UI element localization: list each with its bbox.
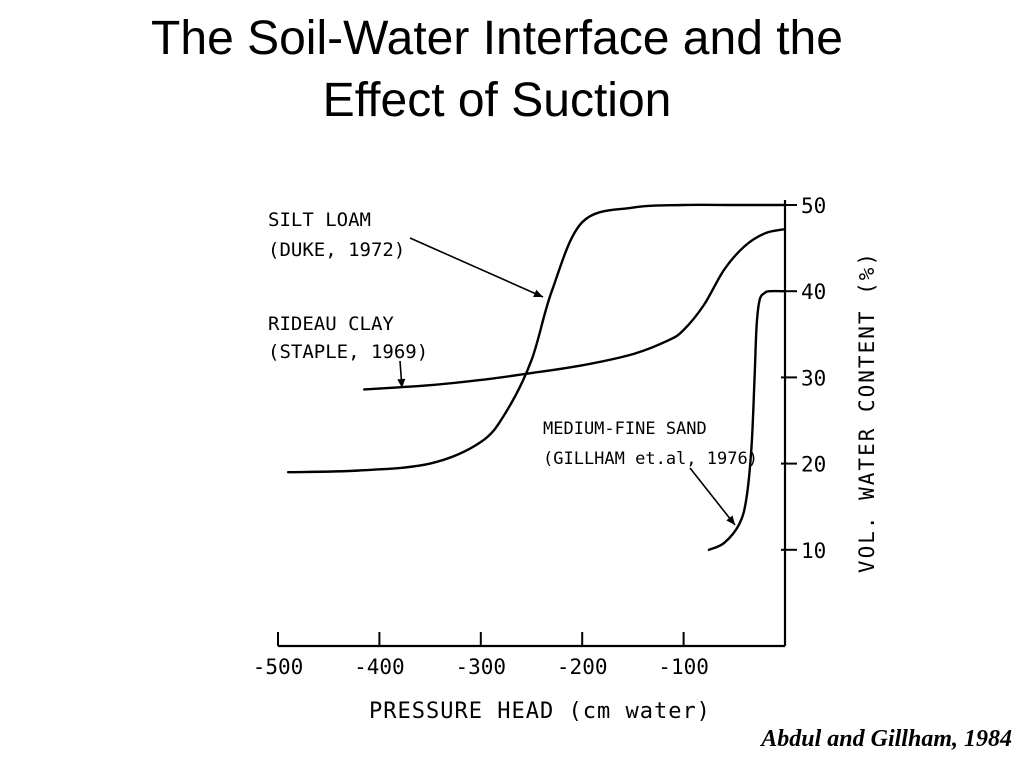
title-line-2: Effect of Suction — [322, 74, 672, 127]
slide-title: The Soil-Water Interface and the Effect … — [40, 8, 954, 132]
leader-arrowhead-3 — [726, 515, 735, 525]
title-line-1: The Soil-Water Interface and the — [151, 12, 843, 65]
silt-loam-curve — [286, 203, 787, 474]
series-label-1-line-1: SILT LOAM — [268, 209, 371, 231]
x-tick-label: -400 — [354, 655, 405, 679]
x-tick-label: -500 — [253, 655, 304, 679]
leader-line-3 — [689, 467, 736, 526]
x-tick-label: -300 — [456, 655, 507, 679]
x-tick-label: -100 — [658, 655, 709, 679]
leader-arrowhead-2 — [397, 378, 406, 388]
y-tick-label: 20 — [801, 453, 826, 477]
rideau-clay-curve — [362, 227, 787, 391]
sand-curve — [707, 289, 787, 551]
series-label-3-line-1: MEDIUM-FINE SAND — [543, 419, 707, 439]
citation: Abdul and Gillham, 1984 — [761, 726, 1012, 752]
y-tick-label: 30 — [801, 366, 826, 390]
y-tick-label: 40 — [801, 280, 826, 304]
y-tick-label: 10 — [801, 539, 826, 563]
leader-arrowhead-1 — [533, 289, 543, 298]
x-axis-label: PRESSURE HEAD (cm water) — [369, 699, 711, 724]
series-label-1-line-2: (DUKE, 1972) — [268, 239, 405, 261]
x-tick-label: -200 — [557, 655, 608, 679]
chart-curves — [286, 203, 787, 551]
leader-line-1 — [409, 237, 544, 298]
y-tick-label: 50 — [801, 194, 826, 218]
series-label-3-line-2: (GILLHAM et.al, 1976) — [543, 449, 758, 469]
series-label-2-line-2: (STAPLE, 1969) — [268, 341, 428, 363]
chart-axes: -500 -400 -300 -200 -100 PRESSURE HEAD (cm wa… — [253, 194, 879, 724]
series-label-2-line-1: RIDEAU CLAY — [268, 313, 394, 335]
y-axis-label: VOL. WATER CONTENT (%) — [855, 251, 879, 573]
chart-labels: SILT LOAM (DUKE, 1972) RIDEAU CLAY (STAPLE,… — [268, 209, 758, 526]
